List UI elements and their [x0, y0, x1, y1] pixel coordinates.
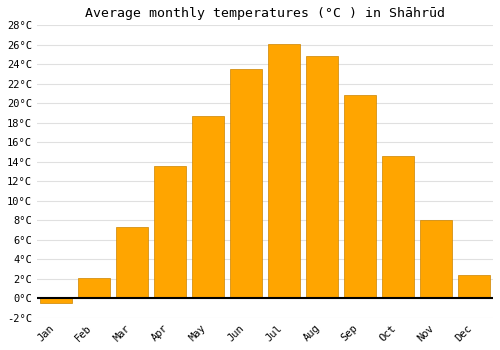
Bar — [420, 220, 452, 298]
Bar — [78, 278, 110, 298]
Bar — [268, 44, 300, 298]
Bar — [306, 56, 338, 298]
Bar — [40, 298, 72, 303]
Bar — [116, 227, 148, 298]
Bar — [230, 69, 262, 298]
Title: Average monthly temperatures (°C ) in Shāhrūd: Average monthly temperatures (°C ) in Sh… — [85, 7, 445, 20]
Bar — [192, 116, 224, 298]
Bar — [344, 96, 376, 298]
Bar — [382, 156, 414, 298]
Bar — [154, 166, 186, 298]
Bar — [458, 275, 490, 298]
